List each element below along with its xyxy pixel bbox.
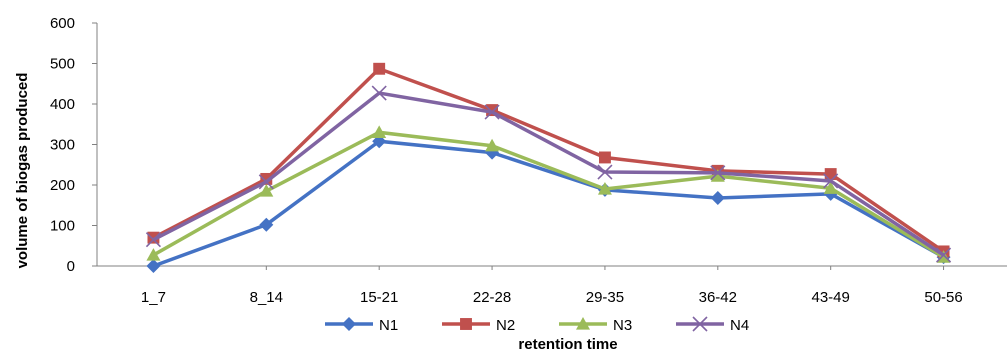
data-point-marker bbox=[576, 317, 590, 330]
x-tick-label: 15-21 bbox=[360, 289, 398, 306]
data-point-marker bbox=[260, 172, 273, 185]
data-point-marker bbox=[259, 217, 274, 232]
x-axis-title: retention time bbox=[518, 336, 617, 351]
data-point-marker bbox=[373, 62, 386, 75]
x-tick-label: 36-42 bbox=[699, 289, 737, 306]
y-tick-label: 600 bbox=[50, 15, 75, 32]
legend-item-n4: N4 bbox=[676, 316, 749, 334]
x-axis-ticks: 1_7 8_14 15-21 22-28 29-35 36-42 43-49 50-56 bbox=[141, 266, 963, 306]
legend-label: N2 bbox=[496, 317, 515, 334]
data-point-marker bbox=[460, 318, 472, 330]
data-point-marker bbox=[486, 104, 499, 117]
data-point-marker bbox=[710, 190, 725, 205]
x-tick-label: 43-49 bbox=[812, 289, 850, 306]
data-point-marker bbox=[824, 168, 837, 181]
y-tick-label: 200 bbox=[50, 177, 75, 194]
legend-item-n1: N1 bbox=[325, 317, 398, 334]
x-tick-label: 8_14 bbox=[250, 289, 283, 306]
data-point-marker bbox=[710, 165, 726, 181]
y-tick-label: 500 bbox=[50, 56, 75, 73]
axes bbox=[96, 23, 1007, 267]
data-point-marker bbox=[259, 184, 274, 197]
data-point-marker bbox=[147, 231, 160, 244]
data-point-marker bbox=[823, 181, 838, 194]
data-point-marker bbox=[597, 164, 613, 180]
data-point-marker bbox=[146, 259, 161, 273]
series-line bbox=[152, 130, 945, 259]
data-point-marker bbox=[145, 232, 162, 248]
data-point-marker bbox=[710, 169, 725, 182]
data-point-marker bbox=[598, 151, 611, 164]
x-tick-label: 1_7 bbox=[141, 289, 166, 306]
data-point-marker bbox=[371, 85, 387, 101]
legend-label: N3 bbox=[613, 317, 632, 334]
data-point-marker bbox=[258, 174, 274, 190]
series-line bbox=[152, 67, 945, 253]
series-line bbox=[152, 139, 945, 268]
x-tick-label: 50-56 bbox=[924, 289, 962, 306]
data-point-marker bbox=[692, 316, 708, 332]
data-point-marker bbox=[485, 138, 500, 152]
y-tick-label: 300 bbox=[50, 137, 75, 154]
legend: N1 N2 N3 N4 bbox=[325, 316, 749, 334]
series-n4 bbox=[145, 85, 952, 263]
y-tick-label: 100 bbox=[50, 218, 75, 235]
data-point-marker bbox=[372, 125, 387, 138]
legend-item-n2: N2 bbox=[442, 317, 515, 334]
y-tick-label: 400 bbox=[50, 96, 75, 113]
x-tick-label: 29-35 bbox=[586, 289, 624, 306]
x-tick-label: 22-28 bbox=[473, 289, 511, 306]
data-point-marker bbox=[823, 173, 839, 189]
y-tick-label: 0 bbox=[67, 258, 75, 275]
legend-label: N1 bbox=[379, 317, 398, 334]
data-point-marker bbox=[597, 182, 612, 195]
legend-label: N4 bbox=[730, 317, 749, 334]
data-point-marker bbox=[935, 247, 952, 263]
series-line bbox=[152, 91, 945, 257]
legend-item-n3: N3 bbox=[559, 317, 632, 334]
data-point-marker bbox=[484, 104, 500, 120]
y-axis-title: volume of biogas produced bbox=[14, 73, 31, 269]
data-point-marker bbox=[342, 317, 356, 331]
series-layer bbox=[145, 62, 952, 273]
y-axis-ticks: 0 100 200 300 400 500 600 bbox=[50, 15, 97, 275]
series-n1 bbox=[146, 134, 951, 273]
data-point-marker bbox=[146, 248, 161, 261]
